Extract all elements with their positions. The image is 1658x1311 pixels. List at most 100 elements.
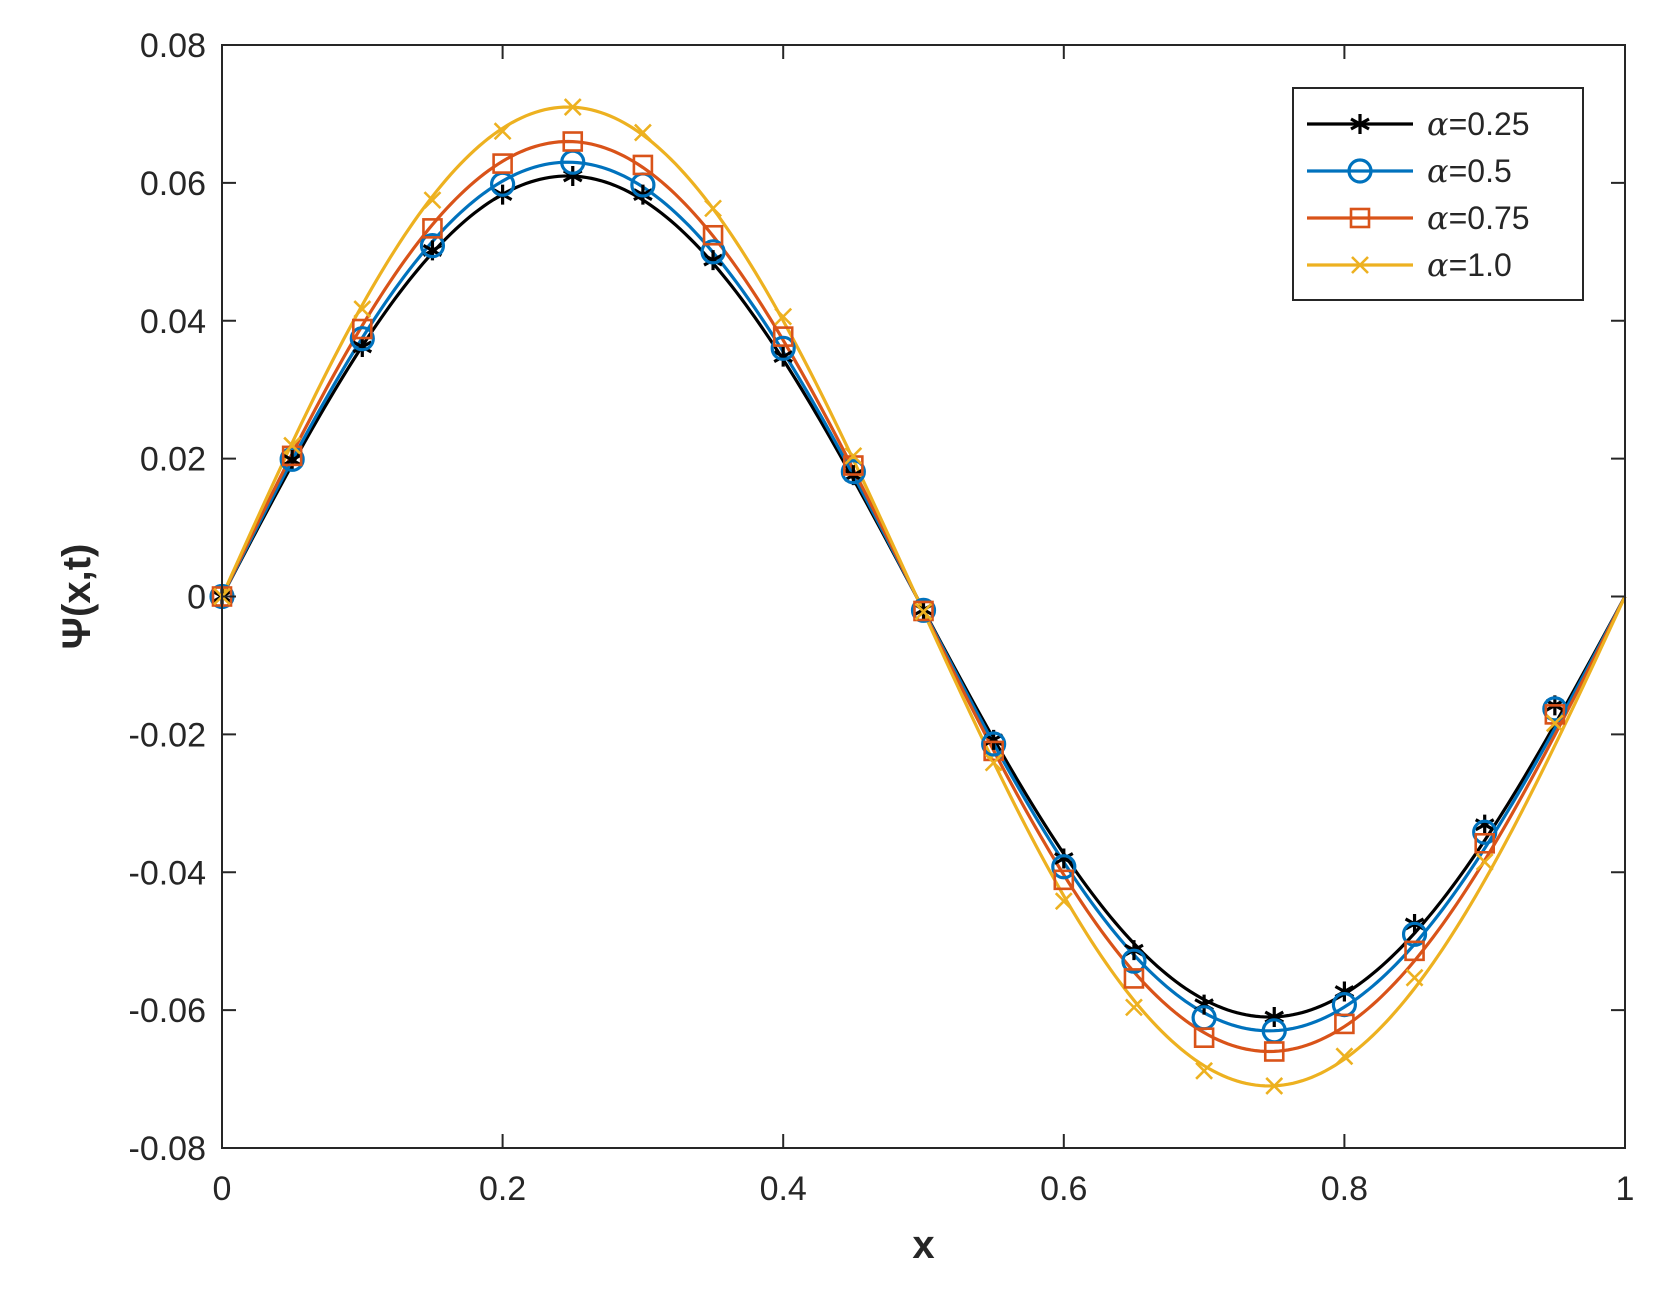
x-tick-label-0: 0: [213, 1170, 232, 1208]
data-point-s4-13: [1125, 998, 1143, 1017]
data-point-s3-6: [632, 154, 654, 176]
data-point-s1-12: [1054, 848, 1074, 869]
marker-square-shape: [1123, 968, 1145, 989]
marker-square-shape: [632, 154, 654, 176]
marker-circle-shape: [419, 233, 446, 259]
x-tick-label-5: 1: [1616, 1170, 1635, 1208]
data-point-s3-11: [983, 740, 1004, 762]
marker-x-shape: [353, 300, 372, 318]
marker-asterisk-shape: [282, 450, 302, 471]
marker-circle-shape: [1347, 158, 1373, 184]
data-point-s3-12: [1053, 869, 1075, 891]
data-point-s3-15: [1263, 1041, 1285, 1062]
data-point-s4-7: [704, 199, 722, 218]
data-point-s3-14: [1193, 1027, 1215, 1048]
marker-square-shape: [562, 131, 584, 152]
y-tick-label-8: 0.08: [140, 27, 206, 65]
data-point-s4-17: [1405, 968, 1424, 987]
legend: α=0.25α=0.5α=0.75α=1.0: [1292, 87, 1584, 301]
marker-square-shape: [492, 153, 513, 174]
marker-square-shape: [1404, 940, 1425, 962]
y-tick-label-7: 0.06: [140, 165, 206, 203]
marker-x-shape: [1265, 1077, 1284, 1095]
marker-x-shape: [283, 436, 302, 455]
data-point-s4-11: [984, 753, 1003, 772]
legend-label-2: α=0.5: [1427, 152, 1512, 190]
marker-x-shape: [774, 307, 793, 326]
data-point-s2-7: [700, 239, 726, 265]
data-point-s3-7: [702, 224, 724, 246]
marker-square-shape: [1053, 869, 1075, 891]
marker-circle-shape: [770, 335, 796, 361]
marker-square-shape: [1263, 1041, 1285, 1062]
x-tick-label-2: 0.4: [760, 1170, 807, 1208]
legend-label-4: α=1.0: [1427, 246, 1512, 284]
data-point-s2-13: [1121, 948, 1147, 974]
marker-circle-shape: [1542, 696, 1568, 722]
marker-circle-shape: [910, 597, 937, 623]
legend-marker-2: [1347, 158, 1373, 184]
data-point-s3-10: [913, 600, 934, 622]
data-point-s2-11: [981, 731, 1007, 757]
y-axis-title: Ψ(x,t): [55, 544, 99, 650]
marker-asterisk-shape: [773, 346, 793, 367]
legend-value: =0.5: [1449, 153, 1512, 189]
data-point-s3-2: [351, 318, 373, 340]
marker-x-shape: [704, 199, 722, 218]
marker-asterisk-shape: [703, 250, 723, 271]
legend-alpha-symbol: α: [1427, 152, 1449, 190]
legend-alpha-symbol: α: [1427, 105, 1449, 143]
marker-x-shape: [1054, 892, 1073, 911]
marker-x-shape: [914, 602, 933, 621]
legend-alpha-symbol: α: [1427, 199, 1449, 237]
data-point-s3-17: [1404, 940, 1425, 962]
marker-x-shape: [1335, 1047, 1354, 1066]
x-axis-title: x: [912, 1223, 934, 1267]
y-tick-label-5: 0.02: [140, 441, 206, 479]
legend-value: =0.25: [1449, 106, 1530, 142]
data-point-s2-10: [910, 597, 937, 623]
marker-square-shape: [772, 326, 794, 347]
marker-circle-shape: [1051, 854, 1077, 880]
data-point-s4-19: [1545, 714, 1564, 733]
data-point-s2-1: [279, 446, 305, 472]
data-point-s1-8: [773, 346, 793, 367]
data-point-s2-3: [419, 233, 446, 259]
marker-x-shape: [1351, 256, 1369, 274]
legend-marker-1: [1350, 114, 1370, 134]
marker-square-shape: [1474, 832, 1495, 854]
legend-marker-3: [1349, 207, 1371, 229]
y-tick-label-1: -0.06: [129, 992, 207, 1030]
marker-x-shape: [1475, 852, 1494, 871]
marker-circle-shape: [840, 459, 866, 485]
data-point-s2-9: [840, 459, 866, 485]
data-point-s2-12: [1051, 854, 1077, 880]
marker-circle-shape: [700, 239, 726, 265]
marker-x-shape: [1125, 998, 1143, 1017]
marker-square-shape: [1334, 1013, 1355, 1035]
marker-square-shape: [983, 740, 1004, 762]
data-point-s3-16: [1334, 1013, 1355, 1035]
legend-alpha-symbol: α: [1427, 246, 1449, 284]
data-point-s4-3: [423, 191, 442, 210]
data-point-s3-13: [1123, 968, 1145, 989]
data-point-s2-8: [770, 335, 796, 361]
y-tick-label-4: 0: [187, 579, 206, 617]
marker-square-shape: [1193, 1027, 1215, 1048]
data-point-s3-8: [772, 326, 794, 347]
marker-circle-shape: [1121, 948, 1147, 974]
marker-asterisk-shape: [1350, 114, 1370, 134]
marker-x-shape: [563, 98, 582, 116]
marker-circle-shape: [981, 731, 1007, 757]
data-point-s4-10: [914, 602, 933, 621]
data-point-s3-18: [1474, 832, 1495, 854]
data-point-s4-14: [1195, 1061, 1214, 1080]
data-point-s2-2: [349, 326, 375, 352]
marker-square-shape: [422, 218, 443, 239]
y-tick-label-6: 0.04: [140, 303, 206, 341]
data-point-s2-17: [1401, 921, 1428, 947]
marker-square-shape: [351, 318, 373, 340]
y-tick-label-0: -0.08: [129, 1130, 207, 1168]
data-point-s1-1: [282, 450, 302, 471]
